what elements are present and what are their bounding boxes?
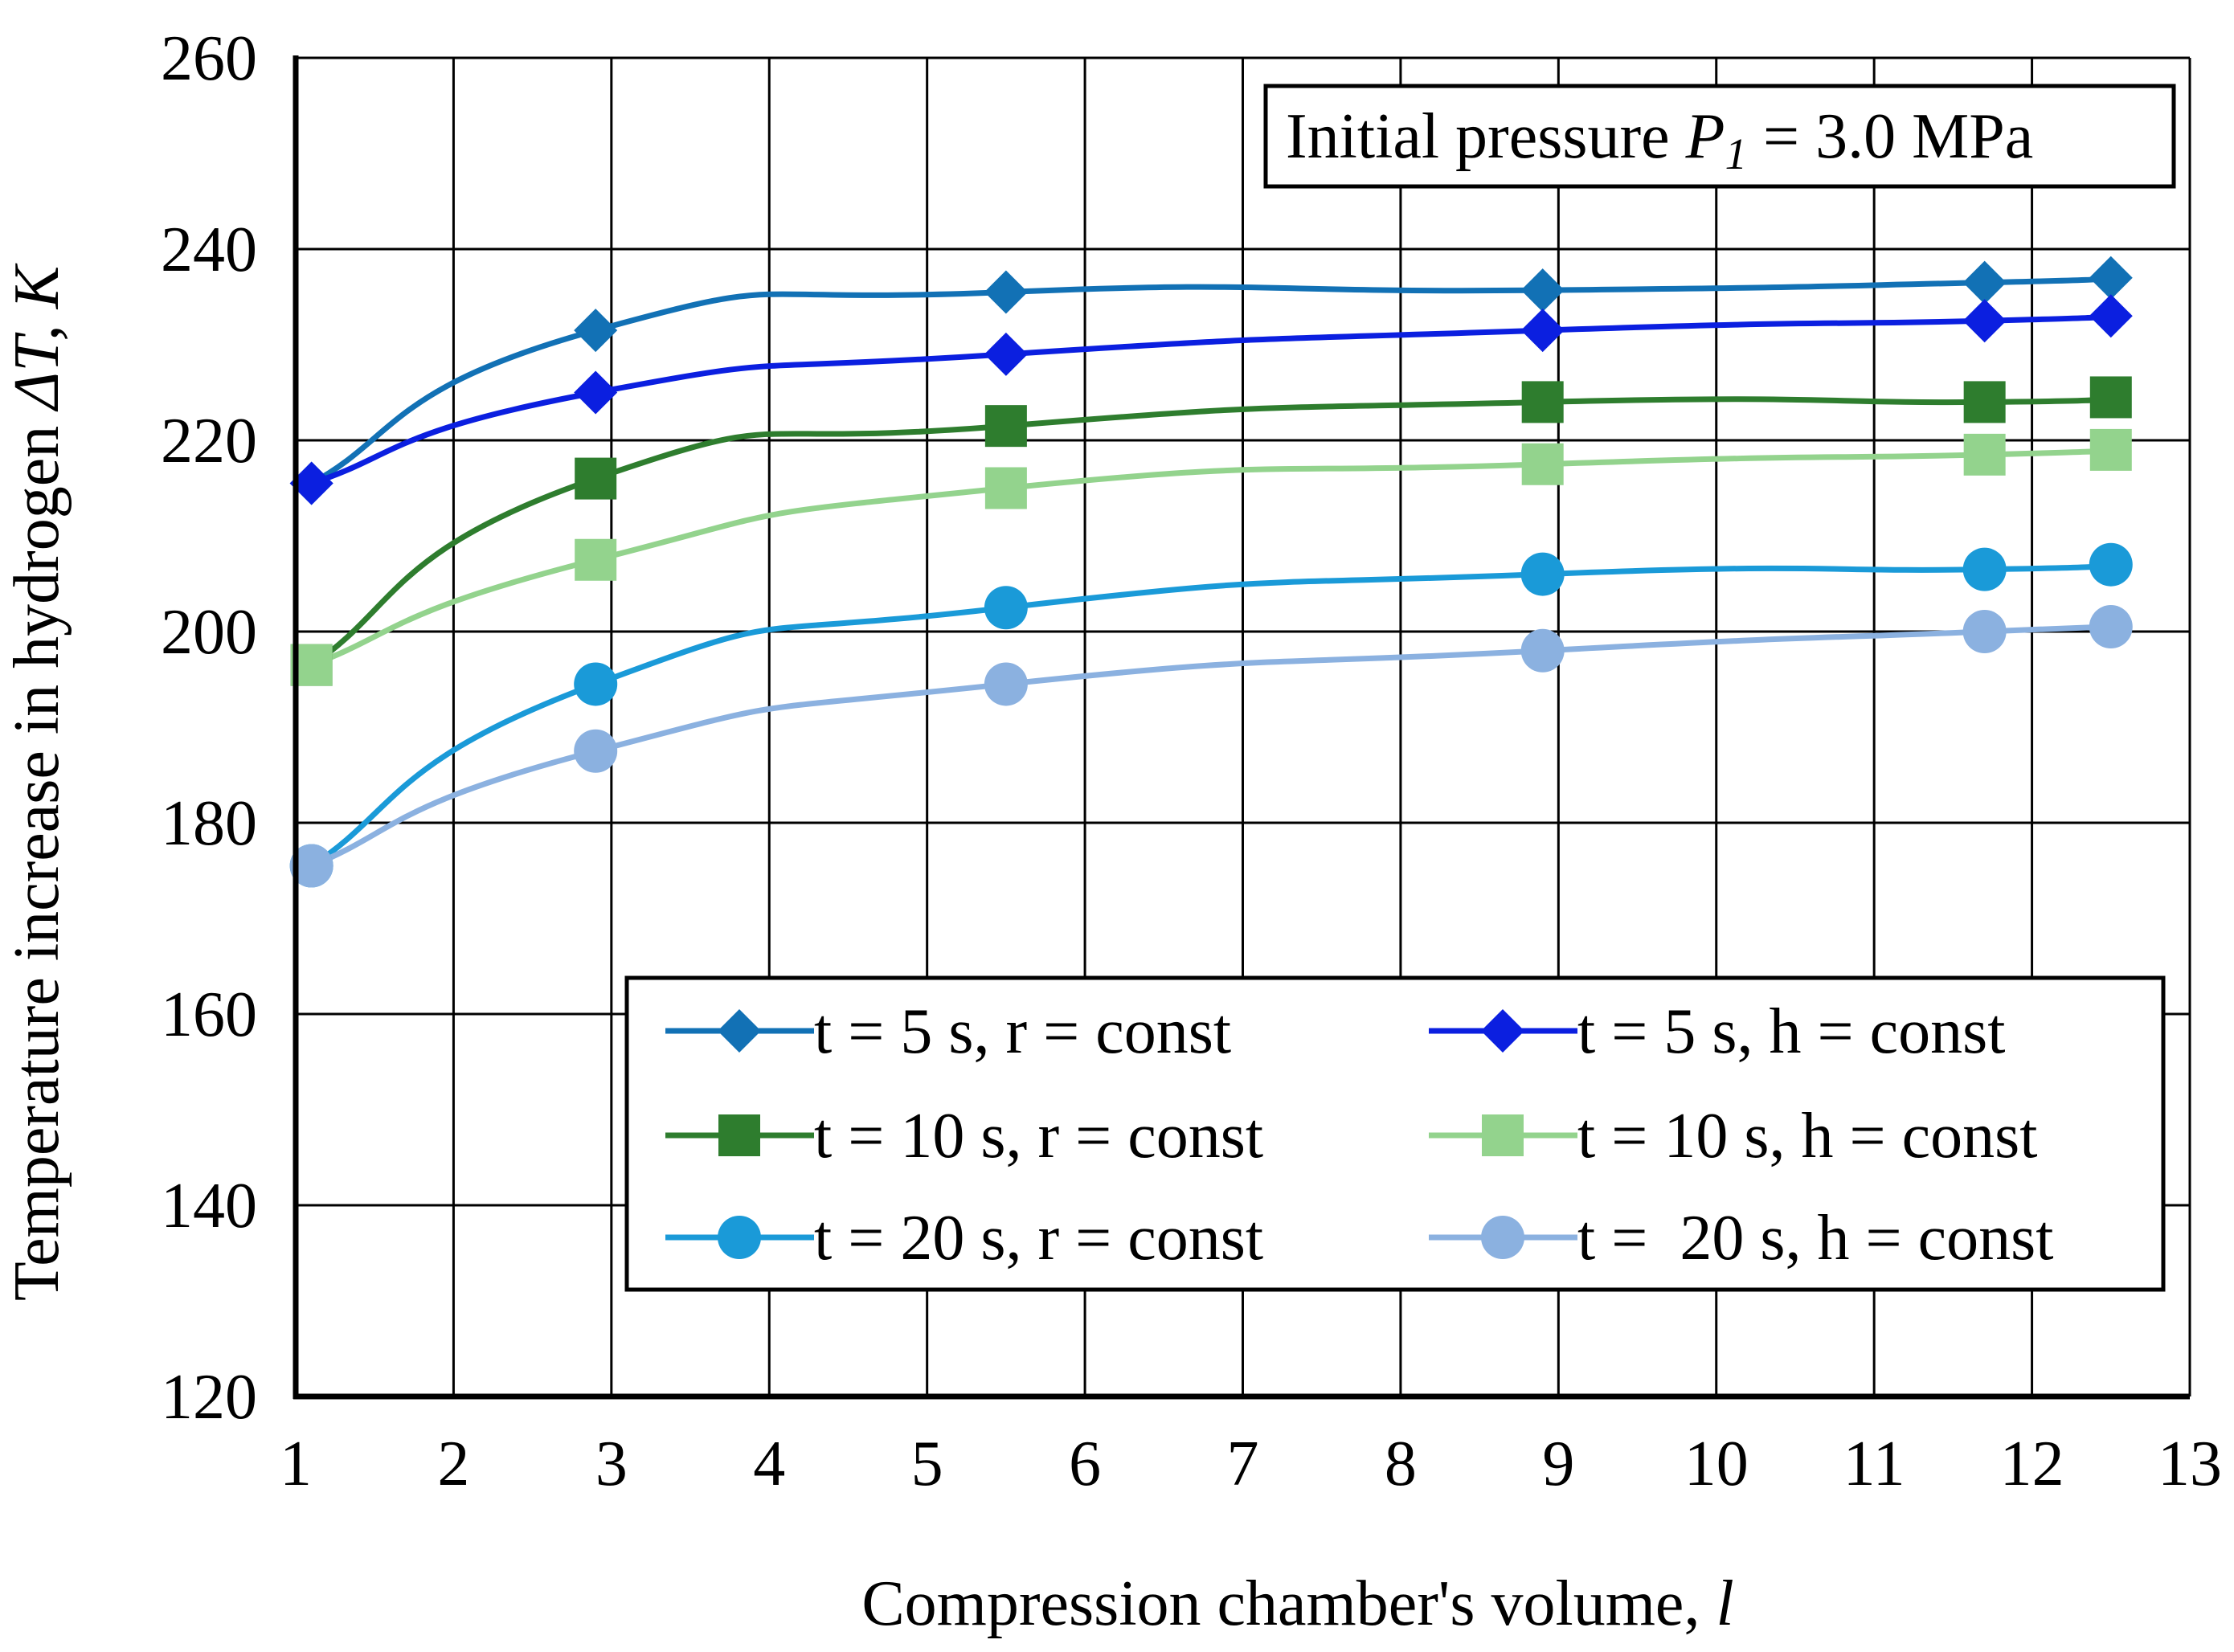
tick-labels: 1 2 3 4 5 6 7 8 9 10 11 12 1312014016018020022024026… (161, 23, 2222, 1499)
data-point-series-6 (1520, 628, 1565, 673)
x-tick-label: 4 (753, 1429, 785, 1499)
x-tick-label: 7 (1227, 1429, 1259, 1499)
legend-swatch-marker (1482, 1114, 1524, 1156)
data-point-series-2 (289, 461, 333, 505)
y-tick-label: 140 (161, 1171, 257, 1241)
y-tick-label: 240 (161, 215, 257, 285)
data-point-series-2 (984, 332, 1028, 376)
data-point-series-4 (1521, 443, 1564, 485)
legend-label: t = 5 s, r = const (814, 996, 1231, 1067)
data-point-series-3 (2089, 376, 2132, 419)
x-axis-title: Compression chamber's volume, l (861, 1568, 1733, 1639)
data-point-series-1 (984, 270, 1028, 314)
data-point-series-2 (1962, 299, 2007, 343)
legend-swatch-marker (1481, 1216, 1524, 1259)
legend-label: t = 10 s, h = const (1577, 1101, 2037, 1172)
x-tick-label: 5 (911, 1429, 943, 1499)
legend-label: t = 5 s, h = const (1577, 996, 2005, 1067)
data-point-series-5 (2089, 542, 2133, 587)
legend-item-5: t = 20 s, r = const (665, 1203, 1263, 1274)
legend-label: t = 20 s, r = const (814, 1203, 1263, 1274)
x-tick-label: 9 (1542, 1429, 1574, 1499)
annotation: Initial pressure P1 = 3.0 MPa (1263, 84, 2176, 189)
data-point-series-5 (1962, 547, 2007, 591)
x-tick-label: 3 (595, 1429, 628, 1499)
series-group (289, 256, 2133, 888)
legend-swatch-marker (718, 1216, 761, 1259)
x-tick-label: 11 (1843, 1429, 1905, 1499)
data-point-series-5 (984, 586, 1028, 630)
legend-item-2: t = 5 s, h = const (1429, 996, 2005, 1067)
legend: t = 5 s, r = const t = 5 s, h = const t = … (624, 975, 2166, 1292)
data-point-series-3 (1963, 381, 2006, 423)
data-point-series-6 (574, 729, 618, 773)
y-tick-label: 180 (161, 788, 257, 859)
data-point-series-6 (2089, 605, 2133, 649)
legend-swatch-marker (718, 1009, 761, 1053)
legend-item-6: t = 20 s, h = const (1429, 1203, 2053, 1274)
x-tick-label: 1 (280, 1429, 312, 1499)
y-tick-label: 160 (161, 979, 257, 1050)
data-point-series-1 (2089, 256, 2133, 300)
data-point-series-4 (2089, 428, 2132, 471)
x-tick-label: 12 (2000, 1429, 2064, 1499)
data-point-series-6 (289, 844, 333, 888)
data-point-series-5 (1520, 552, 1565, 596)
x-tick-label: 2 (437, 1429, 469, 1499)
legend-item-3: t = 10 s, r = const (665, 1101, 1263, 1172)
legend-item-1: t = 5 s, r = const (665, 996, 1231, 1067)
x-tick-label: 8 (1385, 1429, 1417, 1499)
legend-item-4: t = 10 s, h = const (1429, 1101, 2037, 1172)
annotation-text: Initial pressure P1 = 3.0 MPa (1286, 101, 2033, 178)
y-tick-label: 120 (161, 1362, 257, 1433)
x-tick-label: 10 (1684, 1429, 1749, 1499)
legend-label: t = 10 s, r = const (814, 1101, 1263, 1172)
data-point-series-6 (1962, 610, 2007, 653)
y-tick-label: 220 (161, 406, 257, 476)
data-point-series-1 (574, 309, 618, 353)
legend-swatch-marker (718, 1114, 760, 1156)
data-point-series-2 (1520, 309, 1565, 353)
data-point-series-4 (575, 538, 617, 581)
data-point-series-2 (2089, 294, 2133, 338)
data-point-series-6 (984, 662, 1028, 706)
data-point-series-4 (984, 467, 1027, 509)
data-point-series-4 (1963, 433, 2006, 476)
annotation-box (1263, 84, 2176, 189)
data-point-series-3 (575, 457, 617, 500)
data-point-series-3 (984, 405, 1027, 448)
y-tick-label: 260 (161, 23, 257, 94)
data-point-series-3 (1521, 381, 1564, 423)
data-point-series-2 (574, 370, 618, 415)
legend-swatch-marker (1481, 1009, 1524, 1053)
y-axis-title: Temperature increase in hydrogen ΔT, K (2, 263, 72, 1301)
data-point-series-5 (574, 662, 618, 706)
axes (293, 55, 2191, 1400)
data-point-series-1 (1520, 268, 1565, 313)
y-tick-label: 200 (161, 597, 257, 668)
legend-box (624, 975, 2166, 1292)
data-point-series-1 (1962, 260, 2007, 305)
legend-label: t = 20 s, h = const (1577, 1203, 2053, 1274)
x-tick-label: 13 (2158, 1429, 2222, 1499)
x-tick-label: 6 (1069, 1429, 1101, 1499)
